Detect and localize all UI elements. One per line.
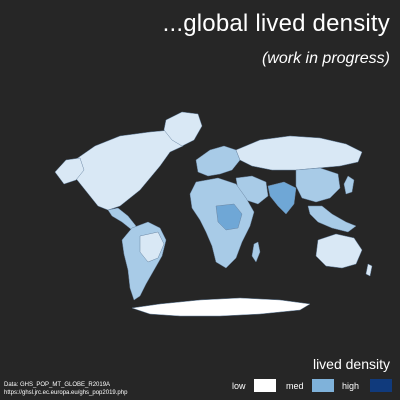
legend-title: lived density: [312, 356, 390, 372]
madagascar: [251, 241, 261, 263]
alaska: [54, 157, 85, 185]
southeast-asia: [307, 205, 357, 233]
south-asia: [267, 181, 297, 215]
central-africa: [215, 203, 243, 231]
legend: low med high: [232, 378, 398, 394]
legend-label-low: low: [232, 381, 246, 391]
north-america: [71, 129, 189, 211]
south-america: [121, 221, 167, 301]
legend-label-high: high: [342, 381, 360, 391]
data-source: Data: GHS_POP_MT_GLOBE_R2019A https://gh…: [4, 381, 127, 397]
east-asia: [295, 167, 341, 203]
new-zealand: [365, 263, 373, 277]
north-asia: [235, 135, 363, 171]
central-america: [107, 207, 137, 231]
australia: [315, 233, 363, 269]
greenland: [163, 111, 203, 147]
legend-swatch-med: [312, 379, 334, 392]
page-subtitle: (work in progress): [261, 50, 390, 67]
source-line-1: Data: GHS_POP_MT_GLOBE_R2019A: [4, 382, 111, 388]
source-line-2: https://ghsl.jrc.ec.europa.eu/ghs_pop201…: [4, 390, 128, 396]
brazil: [139, 231, 165, 263]
legend-swatch-high: [370, 379, 392, 392]
japan: [343, 175, 355, 195]
europe: [195, 145, 241, 177]
antarctica: [131, 297, 311, 317]
legend-swatch-low: [254, 379, 276, 392]
legend-label-med: med: [286, 381, 304, 391]
page-title: ...global lived density: [162, 10, 390, 37]
